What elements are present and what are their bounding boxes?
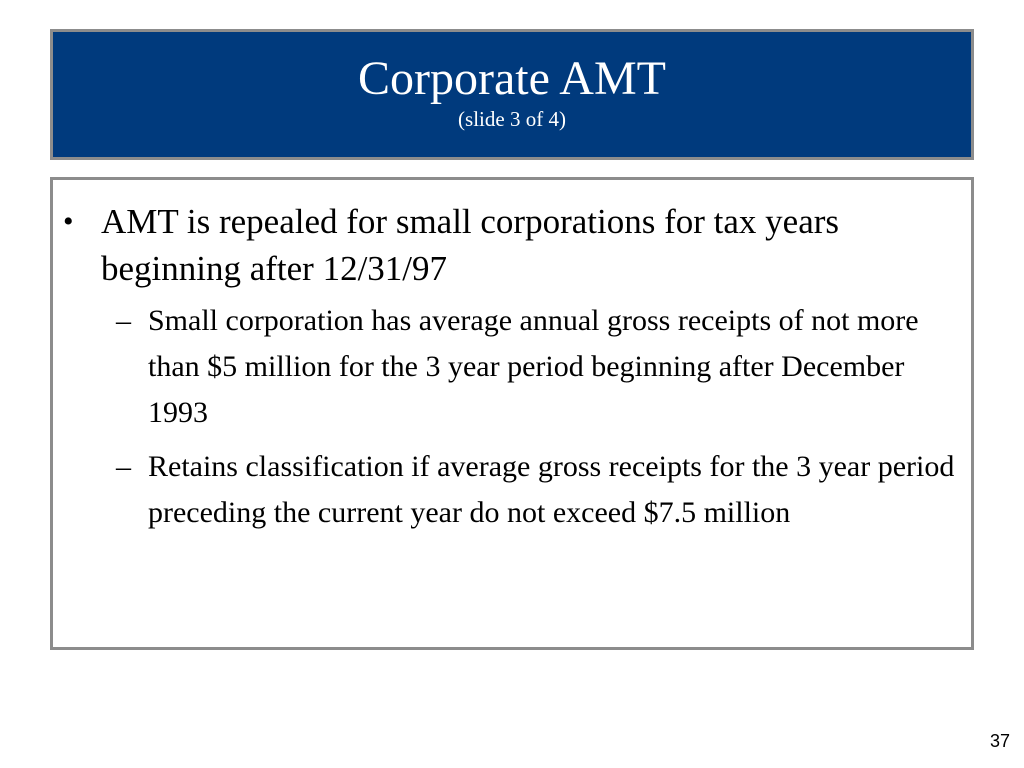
sub-bullet-list: – Small corporation has average annual g… — [101, 298, 961, 536]
bullet-text: AMT is repealed for small corporations f… — [101, 202, 840, 288]
sub-bullet-text: Retains classification if average gross … — [148, 450, 955, 529]
slide-subtitle: (slide 3 of 4) — [458, 107, 566, 131]
slide-title: Corporate AMT — [358, 52, 666, 105]
sub-bullet-item: – Small corporation has average annual g… — [101, 298, 961, 436]
bullet-marker: • — [63, 205, 74, 238]
bullet-list: • AMT is repealed for small corporations… — [53, 180, 971, 536]
page-number: 37 — [989, 731, 1010, 751]
sub-bullet-text: Small corporation has average annual gro… — [148, 304, 919, 429]
sub-bullet-item: – Retains classification if average gros… — [101, 444, 961, 536]
dash-marker: – — [116, 304, 131, 337]
bullet-item: • AMT is repealed for small corporations… — [53, 198, 961, 536]
content-panel: • AMT is repealed for small corporations… — [50, 177, 974, 650]
dash-marker: – — [116, 450, 131, 483]
title-banner: Corporate AMT (slide 3 of 4) — [50, 29, 974, 160]
